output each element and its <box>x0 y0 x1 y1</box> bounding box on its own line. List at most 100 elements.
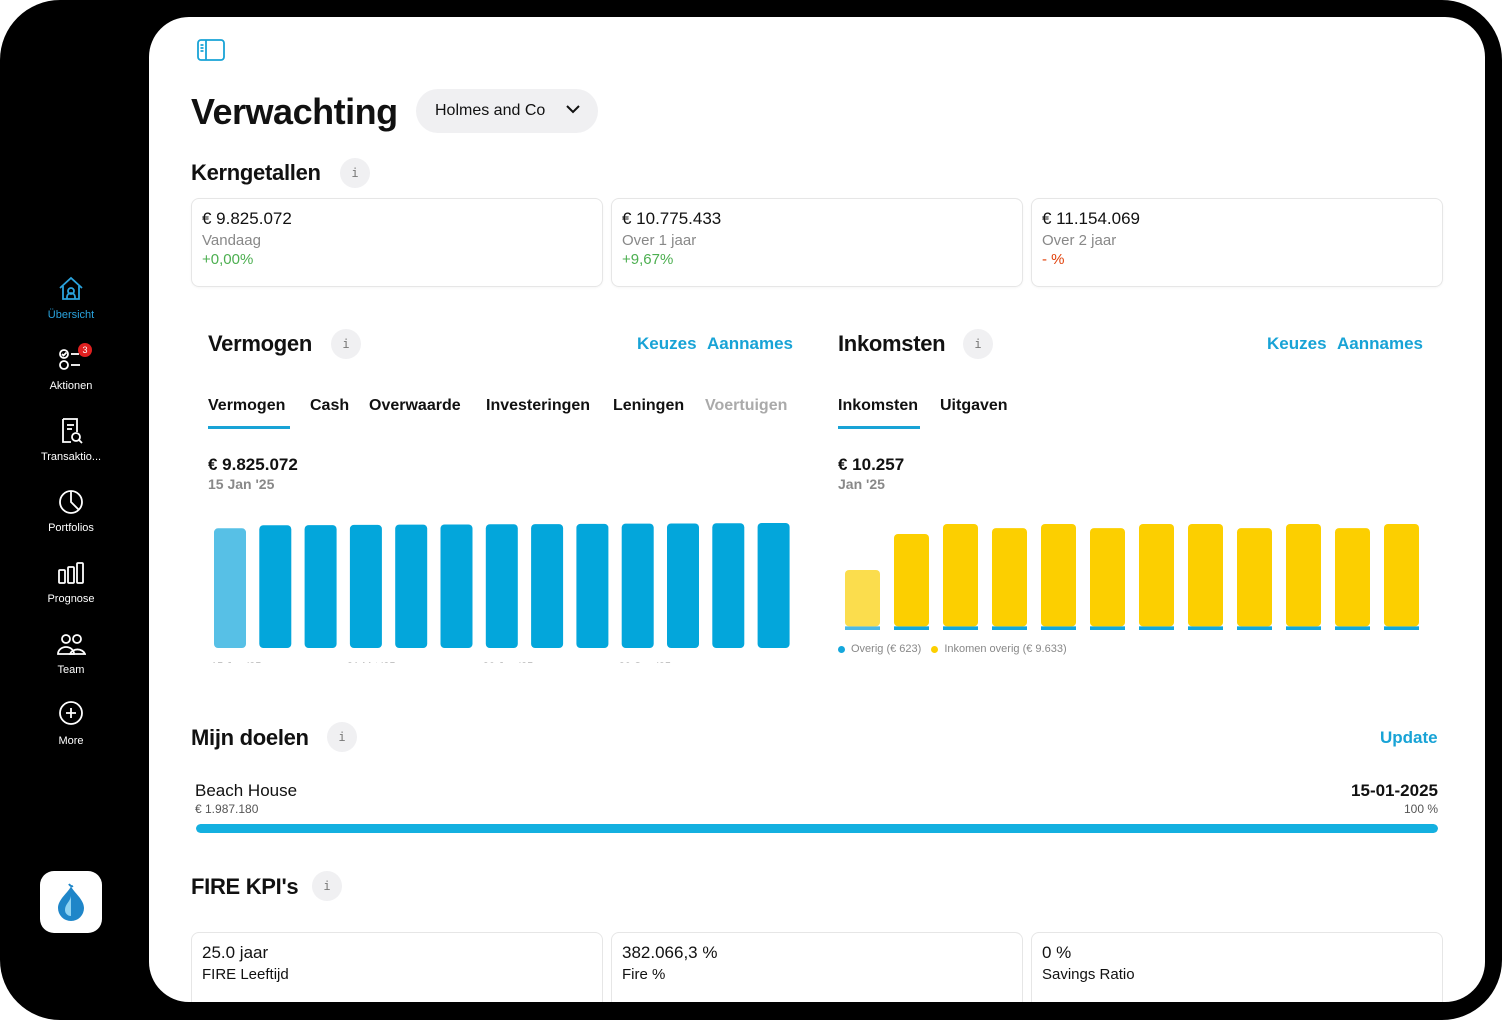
kpi-value: € 11.154.069 <box>1042 209 1140 228</box>
kpi-value: € 10.775.433 <box>622 209 722 228</box>
inkomsten-bar-inkomen-overig <box>1237 528 1272 627</box>
fire-label: FIRE Leeftijd <box>202 966 289 983</box>
inkomsten-bar-overig <box>1041 626 1076 630</box>
vermogen-info-button[interactable]: i <box>331 329 361 359</box>
inkomsten-aannames-link[interactable]: Aannames <box>1337 334 1423 353</box>
bar-chart-icon <box>58 562 84 584</box>
inkomsten-bar-overig <box>845 626 880 630</box>
inkomsten-bar-overig <box>1286 626 1321 630</box>
page-title: Verwachting <box>191 91 398 132</box>
fire-card-savings: 0 % Savings Ratio <box>1031 932 1443 1002</box>
legend-item-inkomen-overig: Inkomen overig (€ 9.633) <box>931 643 1067 655</box>
kpi-card-one-year: € 10.775.433 Over 1 jaar +9,67% <box>611 198 1023 287</box>
doelen-info-button[interactable]: i <box>327 722 357 752</box>
vermogen-bar <box>304 525 337 648</box>
sidebar-item-label: Übersicht <box>47 309 95 321</box>
tab-leningen[interactable]: Leningen <box>613 397 685 414</box>
main-screen: Verwachting Holmes and Co Kerngetallen i… <box>149 17 1485 1002</box>
tab-voertuigen[interactable]: Voertuigen <box>705 397 788 414</box>
fire-label: Fire % <box>622 966 666 983</box>
company-dropdown[interactable]: Holmes and Co <box>416 89 598 133</box>
vermogen-bar <box>757 523 790 648</box>
inkomsten-bar-inkomen-overig <box>992 528 1027 627</box>
inkomsten-bar-inkomen-overig <box>894 533 929 627</box>
kpi-label: Vandaag <box>202 232 261 249</box>
vermogen-x-tick-label: 30 Jun '25 <box>483 661 533 663</box>
goal-amount: € 1.987.180 <box>195 802 259 816</box>
vermogen-bar <box>214 528 246 648</box>
sidebar-item-team[interactable]: Team <box>20 629 122 676</box>
legend-dot <box>931 645 939 653</box>
vermogen-bar-chart[interactable]: 15 Jan '25 31 Mrt '25 30 Jun '25 30 Sep '25 <box>208 503 798 663</box>
kpi-value: € 9.825.072 <box>202 209 292 228</box>
vermogen-bar <box>531 524 564 648</box>
inkomsten-bar-chart[interactable]: Jan '25Apr '25Jul '25Okt '25 <box>838 503 1428 643</box>
tab-active-indicator <box>208 426 290 429</box>
tab-inkomsten[interactable]: Inkomsten <box>838 397 919 414</box>
sidebar-item-label: Portfolios <box>48 522 94 534</box>
tab-vermogen[interactable]: Vermogen <box>208 397 286 414</box>
legend-label: Inkomen overig (€ 9.633) <box>944 643 1067 655</box>
inkomsten-bar-overig <box>1188 626 1223 630</box>
inkomsten-bar-inkomen-overig <box>1041 524 1076 627</box>
inkomsten-bar-overig <box>894 626 929 630</box>
sidebar-item-label: Transaktio... <box>40 451 102 463</box>
inkomsten-bar-overig <box>992 626 1027 630</box>
inkomsten-bar-inkomen-overig <box>943 524 978 627</box>
tab-investeringen[interactable]: Investeringen <box>486 397 591 414</box>
pie-chart-icon <box>59 490 83 514</box>
inkomsten-keuzes-link[interactable]: Keuzes <box>1267 334 1327 353</box>
sidebar-item-label: Team <box>57 664 85 676</box>
inkomsten-selected-date: Jan '25 <box>838 476 885 492</box>
home-icon <box>59 276 83 300</box>
tab-cash[interactable]: Cash <box>310 397 350 414</box>
sidebar-item-aktionen[interactable]: 3 Aktionen <box>20 343 122 392</box>
vermogen-selected-value: € 9.825.072 <box>208 455 298 474</box>
sidebar: Übersicht 3 Aktionen Transaktio... Portf… <box>0 0 142 1020</box>
vermogen-bar <box>576 523 609 648</box>
sidebar-item-label: Prognose <box>47 593 95 605</box>
fire-info-button[interactable]: i <box>312 871 342 901</box>
sidebar-item-label: Aktionen <box>49 380 93 392</box>
vermogen-aannames-link[interactable]: Aannames <box>707 334 793 353</box>
vermogen-x-tick-label: 30 Sep '25 <box>619 661 671 663</box>
sidebar-item-ubersicht[interactable]: Übersicht <box>20 274 122 321</box>
inkomsten-info-button[interactable]: i <box>963 329 993 359</box>
inkomsten-legend: Overig (€ 623) Inkomen overig (€ 9.633) <box>838 643 1067 655</box>
sidebar-item-more[interactable]: More <box>20 700 122 747</box>
tab-overwaarde[interactable]: Overwaarde <box>369 397 461 414</box>
fire-card-percent: 382.066,3 % Fire % <box>611 932 1023 1002</box>
goal-progress-fill <box>196 824 1438 833</box>
vermogen-title: Vermogen <box>208 331 312 356</box>
sidebar-item-portfolios[interactable]: Portfolios <box>20 487 122 534</box>
drop-logo-icon <box>58 883 84 921</box>
inkomsten-bar-overig <box>1335 626 1370 630</box>
inkomsten-bar-overig <box>943 626 978 630</box>
sidebar-item-prognose[interactable]: Prognose <box>20 558 122 605</box>
legend-dot <box>838 645 845 653</box>
receipt-search-icon <box>62 418 83 444</box>
goal-date: 15-01-2025 <box>1351 781 1438 800</box>
vermogen-bar <box>259 525 292 648</box>
vermogen-keuzes-link[interactable]: Keuzes <box>637 334 697 353</box>
goal-progress-bar <box>196 824 1438 833</box>
goal-percent: 100 % <box>1403 802 1438 816</box>
fire-card-age: 25.0 jaar FIRE Leeftijd <box>191 932 603 1002</box>
app-logo[interactable] <box>40 871 102 933</box>
sidebar-toggle-icon[interactable] <box>197 39 225 61</box>
tab-uitgaven[interactable]: Uitgaven <box>940 397 1008 414</box>
vermogen-bar <box>712 523 745 648</box>
inkomsten-bar-inkomen-overig <box>1090 528 1125 627</box>
kerngetallen-info-button[interactable]: i <box>340 158 370 188</box>
inkomsten-bar-overig <box>1237 626 1272 630</box>
inkomsten-selected-value: € 10.257 <box>838 455 905 474</box>
inkomsten-bar-overig <box>1090 626 1125 630</box>
goal-name: Beach House <box>195 781 298 800</box>
inkomsten-bar-inkomen-overig <box>1384 524 1419 627</box>
vermogen-x-tick-label: 15 Jan '25 <box>211 661 261 663</box>
inkomsten-bar-overig <box>1139 626 1174 630</box>
inkomsten-bar-inkomen-overig <box>1188 524 1223 627</box>
vermogen-bar <box>440 524 473 648</box>
doelen-update-link[interactable]: Update <box>1380 728 1438 747</box>
sidebar-item-transaktionen[interactable]: Transaktio... <box>20 416 122 463</box>
